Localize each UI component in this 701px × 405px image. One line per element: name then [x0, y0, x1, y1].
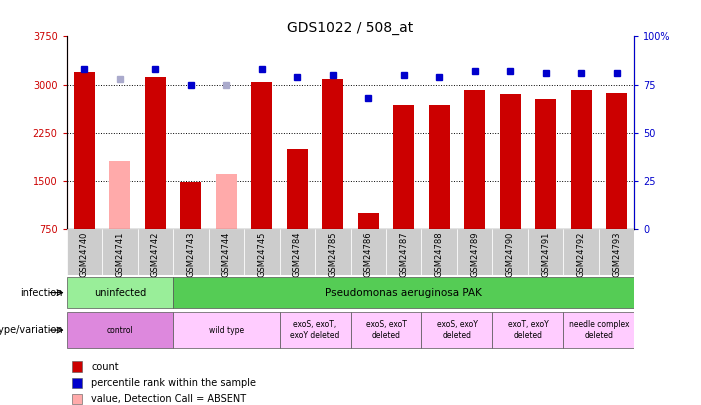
Bar — [251, 82, 273, 229]
Bar — [209, 229, 244, 275]
Text: uninfected: uninfected — [94, 288, 146, 298]
Bar — [358, 213, 379, 229]
Bar — [606, 93, 627, 229]
Bar — [173, 229, 209, 275]
Bar — [173, 277, 634, 308]
Bar — [428, 105, 450, 229]
Text: GSM24741: GSM24741 — [116, 231, 124, 277]
Bar — [102, 229, 137, 275]
Bar — [393, 105, 414, 229]
Bar — [386, 229, 421, 275]
Bar — [322, 79, 343, 229]
Text: GSM24744: GSM24744 — [222, 231, 231, 277]
Title: GDS1022 / 508_at: GDS1022 / 508_at — [287, 21, 414, 35]
Text: GSM24791: GSM24791 — [541, 231, 550, 277]
Text: genotype/variation: genotype/variation — [0, 325, 63, 335]
Bar — [492, 312, 564, 348]
Bar — [464, 90, 485, 229]
Bar — [72, 361, 83, 372]
Text: GSM24740: GSM24740 — [80, 231, 89, 277]
Text: Pseudomonas aeruginosa PAK: Pseudomonas aeruginosa PAK — [325, 288, 482, 298]
Bar — [280, 312, 350, 348]
Text: exoS, exoY
deleted: exoS, exoY deleted — [437, 320, 477, 340]
Bar — [109, 162, 130, 229]
Bar — [599, 229, 634, 275]
Text: percentile rank within the sample: percentile rank within the sample — [91, 378, 256, 388]
Text: exoS, exoT,
exoY deleted: exoS, exoT, exoY deleted — [290, 320, 340, 340]
Text: exoS, exoT
deleted: exoS, exoT deleted — [365, 320, 407, 340]
Text: GSM24788: GSM24788 — [435, 231, 444, 277]
Bar — [173, 312, 280, 348]
Bar — [535, 99, 557, 229]
Text: exoT, exoY
deleted: exoT, exoY deleted — [508, 320, 548, 340]
Bar — [180, 182, 201, 229]
Bar — [67, 229, 102, 275]
Text: GSM24793: GSM24793 — [612, 231, 621, 277]
Bar — [67, 312, 173, 348]
Text: control: control — [107, 326, 133, 335]
Text: infection: infection — [20, 288, 63, 298]
Bar — [528, 229, 564, 275]
Bar — [350, 312, 421, 348]
Text: value, Detection Call = ABSENT: value, Detection Call = ABSENT — [91, 394, 246, 404]
Bar — [350, 229, 386, 275]
Text: GSM24787: GSM24787 — [400, 231, 408, 277]
Text: GSM24745: GSM24745 — [257, 231, 266, 277]
Text: needle complex
deleted: needle complex deleted — [569, 320, 629, 340]
Bar — [564, 312, 634, 348]
Bar — [137, 229, 173, 275]
Text: GSM24743: GSM24743 — [186, 231, 196, 277]
Bar — [72, 377, 83, 388]
Bar — [67, 277, 173, 308]
Text: count: count — [91, 362, 118, 371]
Text: GSM24786: GSM24786 — [364, 231, 373, 277]
Bar — [564, 229, 599, 275]
Text: GSM24790: GSM24790 — [505, 231, 515, 277]
Bar — [500, 94, 521, 229]
Bar — [571, 90, 592, 229]
Bar — [216, 174, 237, 229]
Bar — [74, 72, 95, 229]
Bar — [72, 394, 83, 404]
Bar — [280, 229, 315, 275]
Text: GSM24785: GSM24785 — [328, 231, 337, 277]
Text: GSM24789: GSM24789 — [470, 231, 479, 277]
Bar — [244, 229, 280, 275]
Text: GSM24792: GSM24792 — [577, 231, 585, 277]
Bar — [421, 229, 457, 275]
Text: wild type: wild type — [209, 326, 244, 335]
Bar — [492, 229, 528, 275]
Bar — [287, 149, 308, 229]
Text: GSM24784: GSM24784 — [293, 231, 301, 277]
Bar — [144, 77, 166, 229]
Bar — [421, 312, 492, 348]
Bar — [457, 229, 492, 275]
Text: GSM24742: GSM24742 — [151, 231, 160, 277]
Bar — [315, 229, 350, 275]
